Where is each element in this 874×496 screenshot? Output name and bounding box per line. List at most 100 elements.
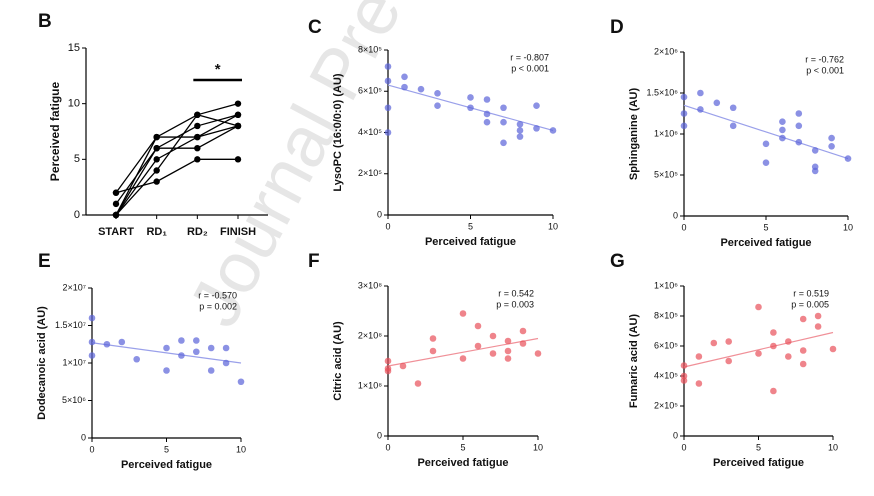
- y-tick-label: 2×10⁵: [654, 400, 678, 410]
- y-axis-label: Fumaric acid (AU): [628, 314, 640, 408]
- data-point: [88, 352, 96, 359]
- x-tick-label: START: [98, 226, 134, 238]
- significance-star: *: [215, 61, 221, 78]
- y-tick-label: 1×10⁶: [654, 280, 678, 290]
- data-point: [384, 129, 392, 136]
- data-point: [178, 352, 185, 359]
- panel-letter: D: [610, 17, 624, 38]
- y-tick-label: 3×10⁸: [358, 280, 382, 290]
- data-point: [153, 145, 160, 152]
- data-point: [384, 357, 392, 365]
- data-point: [844, 155, 852, 162]
- data-point: [434, 90, 441, 97]
- data-point: [828, 143, 835, 150]
- trend-line: [91, 342, 242, 364]
- y-tick-label: 1×10⁸: [358, 380, 382, 390]
- data-point: [533, 102, 540, 109]
- data-point: [474, 342, 482, 350]
- stat-annotation: p = 0.005: [791, 299, 829, 309]
- data-point: [133, 355, 140, 363]
- data-point: [483, 118, 491, 126]
- data-point: [153, 167, 160, 174]
- y-tick-label: 10: [68, 98, 80, 110]
- data-point: [519, 340, 527, 347]
- data-point: [779, 126, 786, 134]
- x-tick-label: 10: [533, 442, 543, 452]
- data-point: [401, 83, 408, 91]
- x-tick-label: 0: [681, 222, 686, 232]
- panel-letter: G: [610, 251, 625, 272]
- data-point: [112, 200, 120, 208]
- data-point: [785, 353, 792, 360]
- data-point: [500, 139, 507, 147]
- data-point: [234, 122, 242, 130]
- data-point: [680, 377, 688, 384]
- x-tick-label: 0: [681, 442, 686, 452]
- series-line: [115, 114, 239, 216]
- y-tick-label: 8×10⁵: [654, 310, 678, 320]
- y-tick-label: 2×10⁸: [358, 330, 382, 340]
- data-point: [178, 337, 185, 344]
- data-point: [194, 122, 201, 130]
- data-point: [770, 387, 777, 395]
- stat-annotation: p = 0.002: [199, 301, 237, 311]
- data-point: [207, 367, 215, 374]
- data-point: [725, 338, 732, 345]
- data-point: [795, 138, 803, 146]
- data-point: [697, 89, 704, 97]
- data-point: [118, 338, 126, 346]
- data-point: [799, 347, 807, 354]
- data-point: [755, 350, 762, 357]
- data-point: [680, 93, 688, 101]
- data-point: [519, 327, 527, 335]
- data-point: [725, 357, 732, 365]
- data-point: [88, 338, 96, 346]
- stat-annotation: r = -0.570: [198, 290, 237, 300]
- x-tick-label: 5: [756, 442, 761, 452]
- data-point: [516, 133, 524, 140]
- data-point: [429, 335, 437, 342]
- data-point: [710, 339, 718, 347]
- y-tick-label: 6×10⁵: [358, 86, 382, 96]
- data-point: [234, 156, 242, 163]
- x-axis-label: Perceived fatigue: [425, 236, 516, 248]
- x-axis-label: Perceived fatigue: [720, 237, 811, 249]
- data-point: [474, 322, 482, 330]
- data-point: [103, 340, 111, 348]
- data-point: [384, 77, 392, 85]
- data-point: [193, 348, 200, 356]
- x-tick-label: 5: [460, 442, 465, 452]
- y-axis-label: Sphinganine (AU): [628, 88, 640, 181]
- x-tick-label: 5: [468, 221, 473, 231]
- data-point: [414, 380, 422, 387]
- x-tick-label: 0: [89, 444, 94, 454]
- data-point: [153, 133, 160, 141]
- data-point: [533, 125, 540, 132]
- y-tick-label: 1.5×10⁷: [55, 320, 86, 330]
- y-tick-label: 0: [673, 430, 678, 440]
- data-point: [222, 359, 230, 367]
- x-tick-label: RD₂: [187, 226, 208, 238]
- data-point: [814, 312, 822, 320]
- data-point: [755, 303, 762, 311]
- data-point: [207, 344, 215, 352]
- y-tick-label: 5×10⁶: [62, 395, 86, 405]
- y-axis-label: Citric acid (AU): [332, 321, 344, 401]
- data-point: [384, 367, 392, 375]
- stat-annotation: r = 0.519: [793, 288, 829, 298]
- x-tick-label: RD₁: [146, 226, 167, 238]
- x-tick-label: 10: [548, 221, 558, 231]
- data-point: [811, 167, 819, 175]
- data-point: [194, 111, 201, 119]
- data-point: [516, 127, 524, 134]
- data-point: [163, 367, 170, 374]
- y-tick-label: 1×10⁷: [62, 357, 86, 367]
- x-tick-label: 5: [164, 444, 169, 454]
- stat-annotation: p = 0.003: [496, 299, 534, 309]
- data-point: [680, 110, 688, 117]
- data-point: [459, 310, 467, 317]
- data-point: [785, 338, 792, 345]
- data-point: [483, 96, 491, 103]
- data-point: [194, 133, 201, 141]
- data-point: [680, 122, 688, 130]
